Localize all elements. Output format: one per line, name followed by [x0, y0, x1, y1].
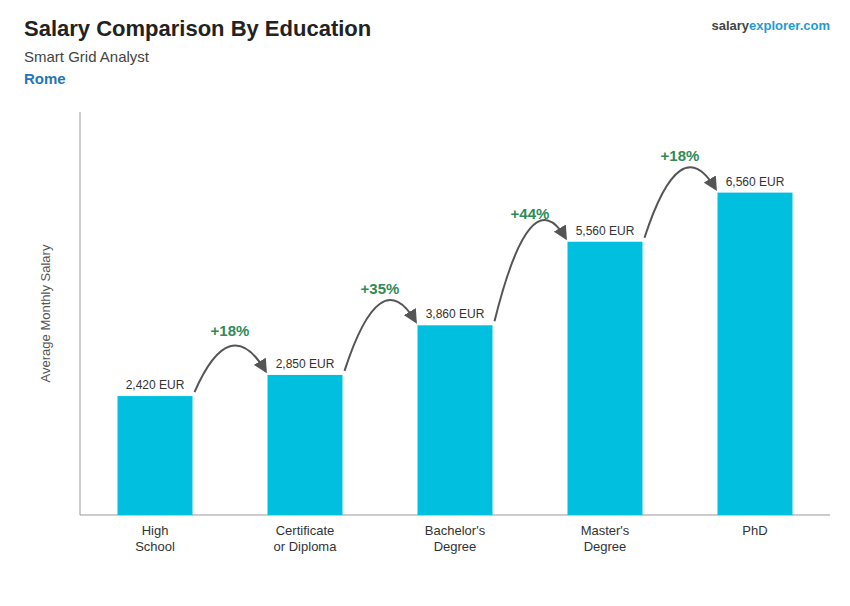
x-tick-label: Master'sDegree — [581, 523, 630, 554]
x-tick-label-line: Master's — [581, 523, 630, 538]
x-tick-label: Bachelor'sDegree — [425, 523, 486, 554]
subtitle: Smart Grid Analyst — [24, 48, 150, 65]
x-tick-label-line: Bachelor's — [425, 523, 486, 538]
bar — [568, 242, 643, 515]
y-axis-label: Average Monthly Salary — [38, 244, 53, 382]
change-arrow — [495, 220, 566, 321]
change-arrow — [645, 167, 716, 237]
annotation: +18% — [211, 322, 250, 339]
watermark-part: salary — [711, 18, 749, 33]
bar — [268, 375, 343, 515]
x-tick-label-line: Certificate — [276, 523, 335, 538]
annotation: +18% — [661, 147, 700, 164]
x-tick-label-line: or Diploma — [274, 539, 338, 554]
subtitle: Rome — [24, 70, 66, 87]
bar — [118, 396, 193, 515]
title: Salary Comparison By Education — [24, 16, 371, 41]
x-tick-label: Certificateor Diploma — [274, 523, 338, 554]
annotation: +35% — [361, 280, 400, 297]
data-label: 2,850 EUR — [276, 357, 335, 371]
x-tick-label-line: School — [135, 539, 175, 554]
change-arrow — [195, 345, 266, 392]
annotation: +44% — [511, 205, 550, 222]
x-tick-label: HighSchool — [135, 523, 175, 554]
x-tick-label: PhD — [742, 523, 767, 538]
data-label: 3,860 EUR — [426, 307, 485, 321]
bars — [118, 193, 793, 515]
bar — [418, 325, 493, 515]
x-tick-label-line: PhD — [742, 523, 767, 538]
x-tick-label-line: Degree — [434, 539, 477, 554]
data-label: 6,560 EUR — [726, 175, 785, 189]
bar — [718, 193, 793, 515]
watermark-part: explorer.com — [749, 18, 830, 33]
x-tick-label-line: High — [142, 523, 169, 538]
watermark: salaryexplorer.com — [711, 18, 830, 33]
change-arrow — [345, 300, 416, 371]
data-label: 2,420 EUR — [126, 378, 185, 392]
y-axis-line — [80, 112, 81, 515]
chart: Salary Comparison By Education Smart Grid… — [0, 0, 850, 606]
data-label: 5,560 EUR — [576, 224, 635, 238]
x-tick-label-line: Degree — [584, 539, 627, 554]
